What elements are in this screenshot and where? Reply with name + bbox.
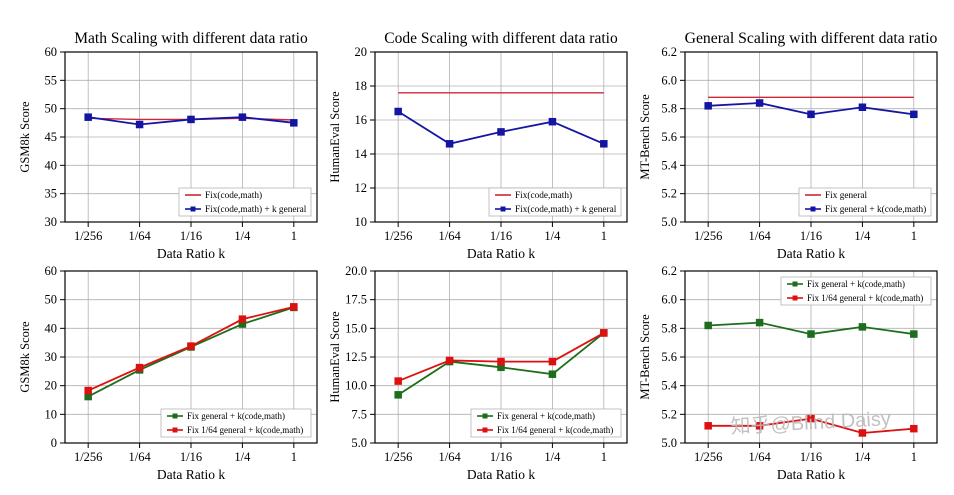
svg-text:1/16: 1/16 xyxy=(180,229,202,243)
svg-text:1/64: 1/64 xyxy=(128,450,151,464)
svg-text:GSM8k Score: GSM8k Score xyxy=(18,101,32,173)
svg-text:Data Ratio k: Data Ratio k xyxy=(157,246,225,261)
svg-text:GSM8k Score: GSM8k Score xyxy=(18,321,32,393)
svg-text:Fix(code,math) + k general: Fix(code,math) + k general xyxy=(515,204,617,215)
svg-text:5.0: 5.0 xyxy=(351,436,367,450)
svg-text:40: 40 xyxy=(45,158,58,172)
svg-text:1/4: 1/4 xyxy=(544,229,561,243)
svg-text:1/64: 1/64 xyxy=(748,450,771,464)
svg-text:Fix 1/64 general + k(code,math: Fix 1/64 general + k(code,math) xyxy=(497,425,613,435)
svg-text:5.6: 5.6 xyxy=(661,350,677,364)
svg-text:1/256: 1/256 xyxy=(384,229,412,243)
svg-text:Fix general + k(code,math): Fix general + k(code,math) xyxy=(497,411,595,421)
svg-text:1/16: 1/16 xyxy=(490,450,512,464)
svg-text:18: 18 xyxy=(355,79,368,93)
svg-text:Fix general + k(code,math): Fix general + k(code,math) xyxy=(187,411,285,421)
svg-text:MT-Bench Score: MT-Bench Score xyxy=(638,94,652,180)
svg-text:45: 45 xyxy=(45,130,58,144)
svg-text:5.0: 5.0 xyxy=(661,436,677,450)
svg-text:5.2: 5.2 xyxy=(661,407,677,421)
svg-text:1/4: 1/4 xyxy=(544,450,561,464)
svg-text:1/64: 1/64 xyxy=(438,229,461,243)
svg-text:Fix(code,math): Fix(code,math) xyxy=(205,190,262,201)
svg-text:5.4: 5.4 xyxy=(661,158,677,172)
svg-text:55: 55 xyxy=(45,73,58,87)
svg-text:12: 12 xyxy=(355,181,368,195)
svg-text:Data Ratio k: Data Ratio k xyxy=(777,467,845,482)
svg-text:6.0: 6.0 xyxy=(661,293,677,307)
svg-text:1/256: 1/256 xyxy=(384,450,412,464)
svg-text:1: 1 xyxy=(911,229,917,243)
svg-text:5.2: 5.2 xyxy=(661,187,677,201)
svg-text:Data Ratio k: Data Ratio k xyxy=(157,467,225,482)
svg-text:1/64: 1/64 xyxy=(748,229,771,243)
svg-text:15.0: 15.0 xyxy=(345,321,367,335)
svg-text:40: 40 xyxy=(45,321,58,335)
svg-text:Fix(code,math) + k general: Fix(code,math) + k general xyxy=(205,204,307,215)
svg-text:14: 14 xyxy=(355,147,368,161)
svg-text:1/4: 1/4 xyxy=(854,450,871,464)
svg-text:1: 1 xyxy=(291,229,297,243)
svg-text:1: 1 xyxy=(911,450,917,464)
svg-text:General Scaling with different: General Scaling with different data rati… xyxy=(685,30,938,47)
svg-text:1/16: 1/16 xyxy=(490,229,512,243)
svg-text:20: 20 xyxy=(355,45,368,59)
svg-text:1: 1 xyxy=(601,450,607,464)
svg-text:35: 35 xyxy=(45,187,58,201)
svg-text:1/16: 1/16 xyxy=(180,450,202,464)
svg-text:10: 10 xyxy=(355,215,368,229)
svg-text:5.0: 5.0 xyxy=(661,215,677,229)
svg-text:7.5: 7.5 xyxy=(351,407,367,421)
svg-text:HumanEval Score: HumanEval Score xyxy=(328,91,342,183)
svg-text:5.8: 5.8 xyxy=(661,321,677,335)
svg-text:20: 20 xyxy=(45,379,58,393)
svg-text:6.0: 6.0 xyxy=(661,73,677,87)
svg-text:17.5: 17.5 xyxy=(345,293,367,307)
svg-text:1/256: 1/256 xyxy=(694,229,722,243)
svg-text:1/4: 1/4 xyxy=(234,450,251,464)
svg-text:60: 60 xyxy=(45,264,58,278)
svg-text:1/4: 1/4 xyxy=(854,229,871,243)
svg-text:60: 60 xyxy=(45,45,58,59)
svg-text:1/64: 1/64 xyxy=(438,450,461,464)
svg-text:10.0: 10.0 xyxy=(345,379,367,393)
svg-text:HumanEval Score: HumanEval Score xyxy=(328,311,342,403)
svg-text:5.8: 5.8 xyxy=(661,102,677,116)
svg-text:50: 50 xyxy=(45,102,58,116)
svg-text:6.2: 6.2 xyxy=(661,264,677,278)
svg-text:MT-Bench Score: MT-Bench Score xyxy=(638,314,652,400)
svg-text:5.4: 5.4 xyxy=(661,379,677,393)
svg-text:Fix general: Fix general xyxy=(825,191,867,201)
svg-text:Fix 1/64 general + k(code,math: Fix 1/64 general + k(code,math) xyxy=(807,293,923,303)
svg-text:Data Ratio k: Data Ratio k xyxy=(777,246,845,261)
svg-text:0: 0 xyxy=(51,436,57,450)
svg-text:Fix 1/64 general + k(code,math: Fix 1/64 general + k(code,math) xyxy=(187,425,303,435)
svg-text:16: 16 xyxy=(355,113,368,127)
svg-text:1/16: 1/16 xyxy=(800,450,822,464)
svg-text:1/64: 1/64 xyxy=(128,229,151,243)
svg-text:50: 50 xyxy=(45,293,58,307)
svg-text:1/16: 1/16 xyxy=(800,229,822,243)
svg-text:20.0: 20.0 xyxy=(345,264,367,278)
svg-text:Fix(code,math): Fix(code,math) xyxy=(515,190,572,201)
svg-text:1: 1 xyxy=(291,450,297,464)
svg-text:1/4: 1/4 xyxy=(234,229,251,243)
svg-text:5.6: 5.6 xyxy=(661,130,677,144)
svg-text:Data Ratio k: Data Ratio k xyxy=(467,246,535,261)
svg-text:Fix general + k(code,math): Fix general + k(code,math) xyxy=(807,279,905,289)
svg-text:1: 1 xyxy=(601,229,607,243)
svg-text:12.5: 12.5 xyxy=(345,350,367,364)
svg-text:1/256: 1/256 xyxy=(694,450,722,464)
svg-text:30: 30 xyxy=(45,350,58,364)
svg-text:Code Scaling with different da: Code Scaling with different data ratio xyxy=(384,30,618,47)
svg-text:6.2: 6.2 xyxy=(661,45,677,59)
svg-text:1/256: 1/256 xyxy=(74,450,102,464)
svg-text:Fix general + k(code,math): Fix general + k(code,math) xyxy=(825,204,926,215)
svg-text:Data Ratio k: Data Ratio k xyxy=(467,467,535,482)
svg-text:Math Scaling with different da: Math Scaling with different data ratio xyxy=(74,30,308,47)
svg-text:10: 10 xyxy=(45,407,58,421)
svg-text:30: 30 xyxy=(45,215,58,229)
svg-text:1/256: 1/256 xyxy=(74,229,102,243)
